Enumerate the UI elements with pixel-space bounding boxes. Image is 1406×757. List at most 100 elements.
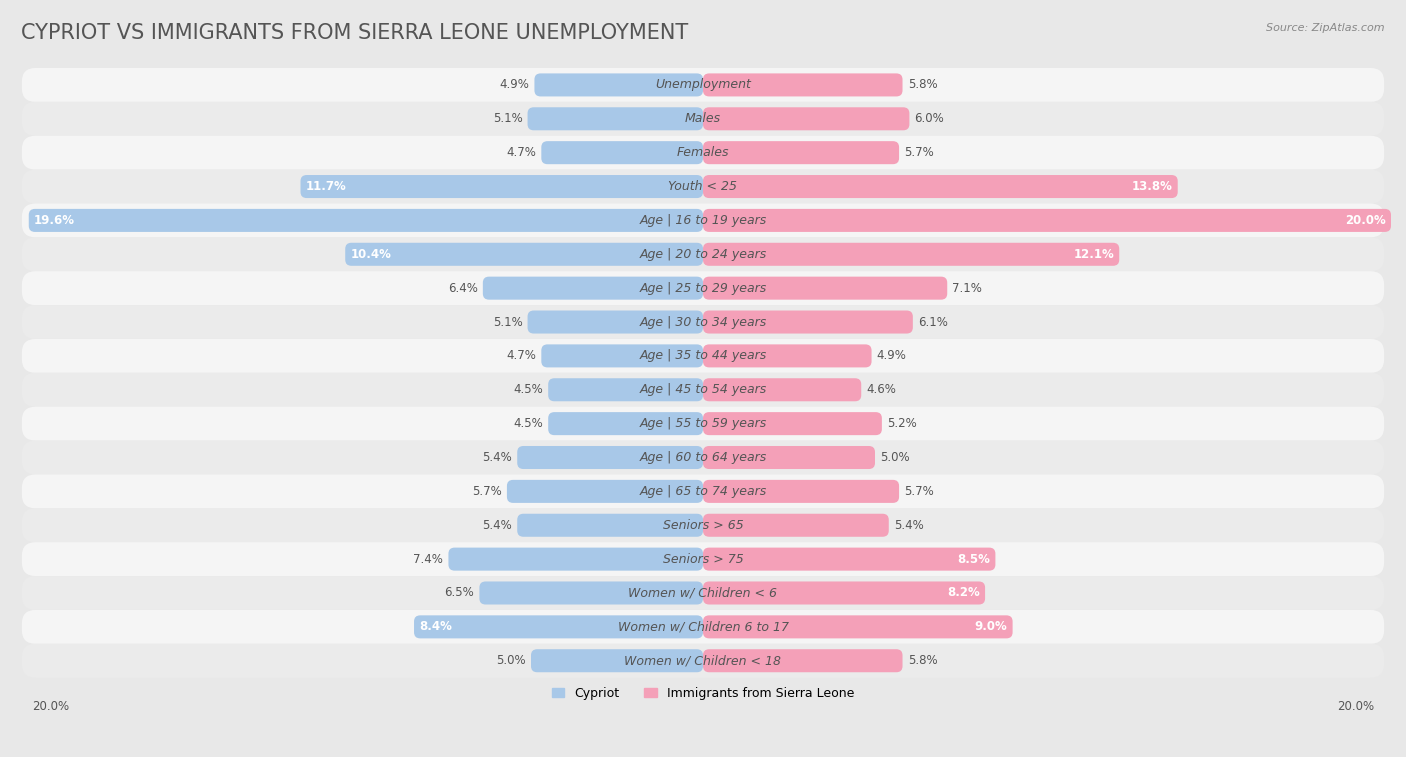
FancyBboxPatch shape (703, 73, 903, 96)
FancyBboxPatch shape (703, 209, 1391, 232)
FancyBboxPatch shape (703, 107, 910, 130)
Text: 5.2%: 5.2% (887, 417, 917, 430)
FancyBboxPatch shape (22, 441, 1384, 475)
Text: Females: Females (676, 146, 730, 159)
FancyBboxPatch shape (541, 141, 703, 164)
FancyBboxPatch shape (548, 378, 703, 401)
FancyBboxPatch shape (22, 305, 1384, 339)
FancyBboxPatch shape (28, 209, 703, 232)
Text: Women w/ Children < 6: Women w/ Children < 6 (628, 587, 778, 600)
FancyBboxPatch shape (703, 547, 995, 571)
Text: 4.7%: 4.7% (506, 350, 536, 363)
FancyBboxPatch shape (22, 102, 1384, 136)
FancyBboxPatch shape (22, 204, 1384, 238)
Text: 5.7%: 5.7% (904, 485, 934, 498)
Legend: Cypriot, Immigrants from Sierra Leone: Cypriot, Immigrants from Sierra Leone (547, 682, 859, 705)
FancyBboxPatch shape (703, 276, 948, 300)
FancyBboxPatch shape (703, 446, 875, 469)
FancyBboxPatch shape (22, 271, 1384, 305)
Text: CYPRIOT VS IMMIGRANTS FROM SIERRA LEONE UNEMPLOYMENT: CYPRIOT VS IMMIGRANTS FROM SIERRA LEONE … (21, 23, 689, 42)
FancyBboxPatch shape (22, 170, 1384, 204)
FancyBboxPatch shape (703, 650, 903, 672)
FancyBboxPatch shape (22, 475, 1384, 508)
Text: Source: ZipAtlas.com: Source: ZipAtlas.com (1267, 23, 1385, 33)
FancyBboxPatch shape (22, 576, 1384, 610)
Text: 5.4%: 5.4% (482, 519, 512, 531)
Text: 5.7%: 5.7% (904, 146, 934, 159)
Text: Age | 35 to 44 years: Age | 35 to 44 years (640, 350, 766, 363)
Text: 6.0%: 6.0% (914, 112, 945, 126)
Text: Women w/ Children < 18: Women w/ Children < 18 (624, 654, 782, 667)
FancyBboxPatch shape (301, 175, 703, 198)
Text: 4.7%: 4.7% (506, 146, 536, 159)
Text: Age | 20 to 24 years: Age | 20 to 24 years (640, 248, 766, 260)
Text: 6.4%: 6.4% (447, 282, 478, 294)
Text: Age | 16 to 19 years: Age | 16 to 19 years (640, 214, 766, 227)
FancyBboxPatch shape (703, 344, 872, 367)
Text: 10.4%: 10.4% (350, 248, 391, 260)
FancyBboxPatch shape (22, 136, 1384, 170)
Text: 6.5%: 6.5% (444, 587, 474, 600)
Text: 5.0%: 5.0% (880, 451, 910, 464)
Text: 4.9%: 4.9% (877, 350, 907, 363)
Text: Youth < 25: Youth < 25 (668, 180, 738, 193)
Text: Seniors > 65: Seniors > 65 (662, 519, 744, 531)
Text: 5.4%: 5.4% (482, 451, 512, 464)
FancyBboxPatch shape (703, 412, 882, 435)
Text: 5.7%: 5.7% (472, 485, 502, 498)
FancyBboxPatch shape (22, 407, 1384, 441)
Text: 19.6%: 19.6% (34, 214, 75, 227)
Text: 5.1%: 5.1% (492, 112, 523, 126)
Text: 8.5%: 8.5% (957, 553, 990, 565)
Text: 20.0%: 20.0% (32, 699, 69, 712)
Text: 20.0%: 20.0% (1346, 214, 1386, 227)
FancyBboxPatch shape (508, 480, 703, 503)
Text: Unemployment: Unemployment (655, 79, 751, 92)
FancyBboxPatch shape (482, 276, 703, 300)
Text: 4.9%: 4.9% (499, 79, 529, 92)
Text: 6.1%: 6.1% (918, 316, 948, 329)
Text: 8.4%: 8.4% (419, 621, 453, 634)
FancyBboxPatch shape (413, 615, 703, 638)
FancyBboxPatch shape (527, 107, 703, 130)
Text: 4.5%: 4.5% (513, 383, 543, 396)
Text: 13.8%: 13.8% (1132, 180, 1173, 193)
FancyBboxPatch shape (703, 480, 898, 503)
Text: 5.8%: 5.8% (908, 654, 938, 667)
FancyBboxPatch shape (22, 643, 1384, 678)
FancyBboxPatch shape (517, 514, 703, 537)
FancyBboxPatch shape (517, 446, 703, 469)
FancyBboxPatch shape (531, 650, 703, 672)
Text: Age | 30 to 34 years: Age | 30 to 34 years (640, 316, 766, 329)
FancyBboxPatch shape (703, 243, 1119, 266)
Text: Seniors > 75: Seniors > 75 (662, 553, 744, 565)
Text: 7.1%: 7.1% (952, 282, 983, 294)
Text: 4.6%: 4.6% (866, 383, 896, 396)
FancyBboxPatch shape (703, 615, 1012, 638)
FancyBboxPatch shape (703, 581, 986, 605)
FancyBboxPatch shape (22, 373, 1384, 407)
FancyBboxPatch shape (541, 344, 703, 367)
FancyBboxPatch shape (534, 73, 703, 96)
Text: Age | 45 to 54 years: Age | 45 to 54 years (640, 383, 766, 396)
Text: 20.0%: 20.0% (1337, 699, 1374, 712)
Text: Age | 25 to 29 years: Age | 25 to 29 years (640, 282, 766, 294)
FancyBboxPatch shape (548, 412, 703, 435)
Text: 8.2%: 8.2% (948, 587, 980, 600)
FancyBboxPatch shape (703, 514, 889, 537)
FancyBboxPatch shape (449, 547, 703, 571)
Text: Age | 65 to 74 years: Age | 65 to 74 years (640, 485, 766, 498)
FancyBboxPatch shape (703, 175, 1178, 198)
Text: 4.5%: 4.5% (513, 417, 543, 430)
Text: 12.1%: 12.1% (1073, 248, 1114, 260)
Text: Age | 55 to 59 years: Age | 55 to 59 years (640, 417, 766, 430)
FancyBboxPatch shape (703, 141, 898, 164)
Text: 7.4%: 7.4% (413, 553, 443, 565)
FancyBboxPatch shape (22, 68, 1384, 102)
FancyBboxPatch shape (22, 238, 1384, 271)
Text: 5.1%: 5.1% (492, 316, 523, 329)
Text: 9.0%: 9.0% (974, 621, 1008, 634)
Text: 5.0%: 5.0% (496, 654, 526, 667)
FancyBboxPatch shape (527, 310, 703, 334)
Text: Women w/ Children 6 to 17: Women w/ Children 6 to 17 (617, 621, 789, 634)
